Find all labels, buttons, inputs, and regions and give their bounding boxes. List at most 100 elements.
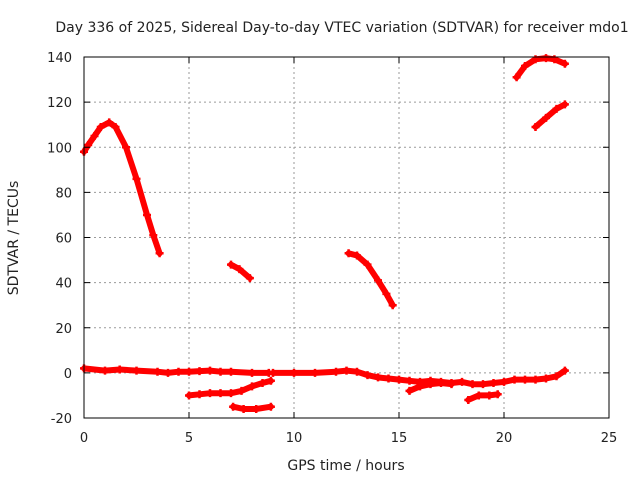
data-point bbox=[216, 389, 225, 398]
data-point bbox=[458, 377, 466, 386]
y-tick-label: 80 bbox=[55, 186, 72, 201]
data-point bbox=[132, 174, 141, 183]
data-point bbox=[266, 376, 275, 385]
y-tick-label: -20 bbox=[51, 412, 72, 427]
data-point bbox=[235, 265, 244, 274]
data-point bbox=[239, 404, 248, 413]
data-point bbox=[122, 143, 130, 152]
data-point bbox=[105, 118, 114, 127]
data-point bbox=[132, 366, 141, 375]
series-track-10 bbox=[405, 379, 456, 395]
data-point bbox=[149, 231, 158, 240]
data-point bbox=[237, 386, 246, 395]
x-tick-label: 10 bbox=[286, 431, 303, 446]
data-point bbox=[185, 367, 193, 376]
data-point bbox=[521, 375, 529, 384]
data-point bbox=[542, 374, 550, 383]
data-point bbox=[185, 391, 193, 400]
axis-ticks bbox=[83, 56, 610, 419]
series-track-5 bbox=[531, 100, 569, 131]
data-point bbox=[374, 276, 382, 285]
data-point bbox=[560, 100, 569, 109]
data-point bbox=[405, 376, 414, 385]
data-point bbox=[195, 367, 204, 376]
data-point bbox=[174, 367, 183, 376]
y-tick-label: 140 bbox=[47, 51, 72, 66]
data-point bbox=[344, 249, 353, 258]
data-point bbox=[531, 375, 540, 384]
data-point bbox=[552, 104, 561, 113]
y-tick-labels: -20 0 20 40 60 80 100 120 140 bbox=[47, 51, 72, 427]
series-track-2 bbox=[227, 260, 254, 283]
data-point bbox=[388, 301, 397, 310]
data-point bbox=[269, 368, 277, 377]
series-line bbox=[532, 101, 568, 130]
data-point bbox=[245, 274, 254, 283]
data-point bbox=[521, 62, 529, 71]
data-point bbox=[382, 289, 391, 298]
grid-lines bbox=[84, 57, 609, 418]
data-point bbox=[252, 404, 261, 413]
data-point bbox=[143, 210, 151, 219]
data-point bbox=[206, 366, 214, 375]
data-point bbox=[479, 380, 487, 389]
data-point bbox=[485, 391, 494, 400]
data-point bbox=[311, 368, 319, 377]
series-track-1 bbox=[80, 118, 164, 258]
data-point bbox=[353, 251, 361, 260]
data-point bbox=[405, 386, 414, 395]
y-tick-label: 60 bbox=[55, 232, 72, 247]
x-tick-label: 0 bbox=[80, 431, 88, 446]
data-point bbox=[216, 367, 225, 376]
x-tick-labels: 0 5 10 15 20 25 bbox=[80, 431, 617, 446]
data-point bbox=[363, 371, 372, 380]
series-track-8 bbox=[185, 376, 275, 400]
series-track-11 bbox=[464, 390, 502, 404]
data-point bbox=[489, 379, 498, 388]
data-point bbox=[258, 379, 267, 388]
data-point bbox=[384, 374, 393, 383]
chart-title: Day 336 of 2025, Sidereal Day-to-day VTE… bbox=[55, 20, 628, 36]
data-point bbox=[510, 375, 519, 384]
series-line bbox=[230, 403, 274, 412]
y-axis-label: SDTVAR / TECUs bbox=[6, 181, 22, 296]
x-tick-label: 20 bbox=[496, 431, 513, 446]
data-point bbox=[227, 389, 235, 398]
x-tick-label: 15 bbox=[391, 431, 408, 446]
data-point bbox=[500, 377, 508, 386]
data-point bbox=[164, 368, 172, 377]
data-point bbox=[531, 122, 540, 131]
data-series bbox=[80, 54, 569, 413]
data-point bbox=[437, 379, 445, 388]
y-tick-label: 120 bbox=[47, 96, 72, 111]
data-point bbox=[101, 366, 109, 375]
data-point bbox=[342, 366, 351, 375]
data-point bbox=[395, 375, 403, 384]
data-point bbox=[560, 59, 569, 68]
data-point bbox=[266, 402, 275, 411]
data-point bbox=[468, 380, 477, 389]
data-point bbox=[229, 402, 238, 411]
data-point bbox=[206, 389, 214, 398]
data-point bbox=[416, 382, 424, 391]
series-track-4 bbox=[512, 54, 569, 82]
data-point bbox=[290, 368, 298, 377]
data-point bbox=[115, 365, 124, 374]
data-point bbox=[353, 367, 361, 376]
data-point bbox=[374, 373, 382, 382]
series-line bbox=[465, 391, 501, 403]
data-point bbox=[332, 367, 340, 376]
data-point bbox=[155, 249, 164, 258]
data-point bbox=[552, 372, 561, 381]
data-point bbox=[464, 395, 473, 404]
data-point bbox=[227, 367, 235, 376]
y-tick-label: 20 bbox=[55, 322, 72, 337]
data-point bbox=[542, 54, 550, 63]
data-point bbox=[542, 113, 550, 122]
series-track-3 bbox=[344, 249, 397, 310]
data-point bbox=[111, 122, 120, 131]
series-track-9 bbox=[229, 402, 275, 413]
x-tick-label: 5 bbox=[185, 431, 193, 446]
x-tick-label: 25 bbox=[601, 431, 618, 446]
